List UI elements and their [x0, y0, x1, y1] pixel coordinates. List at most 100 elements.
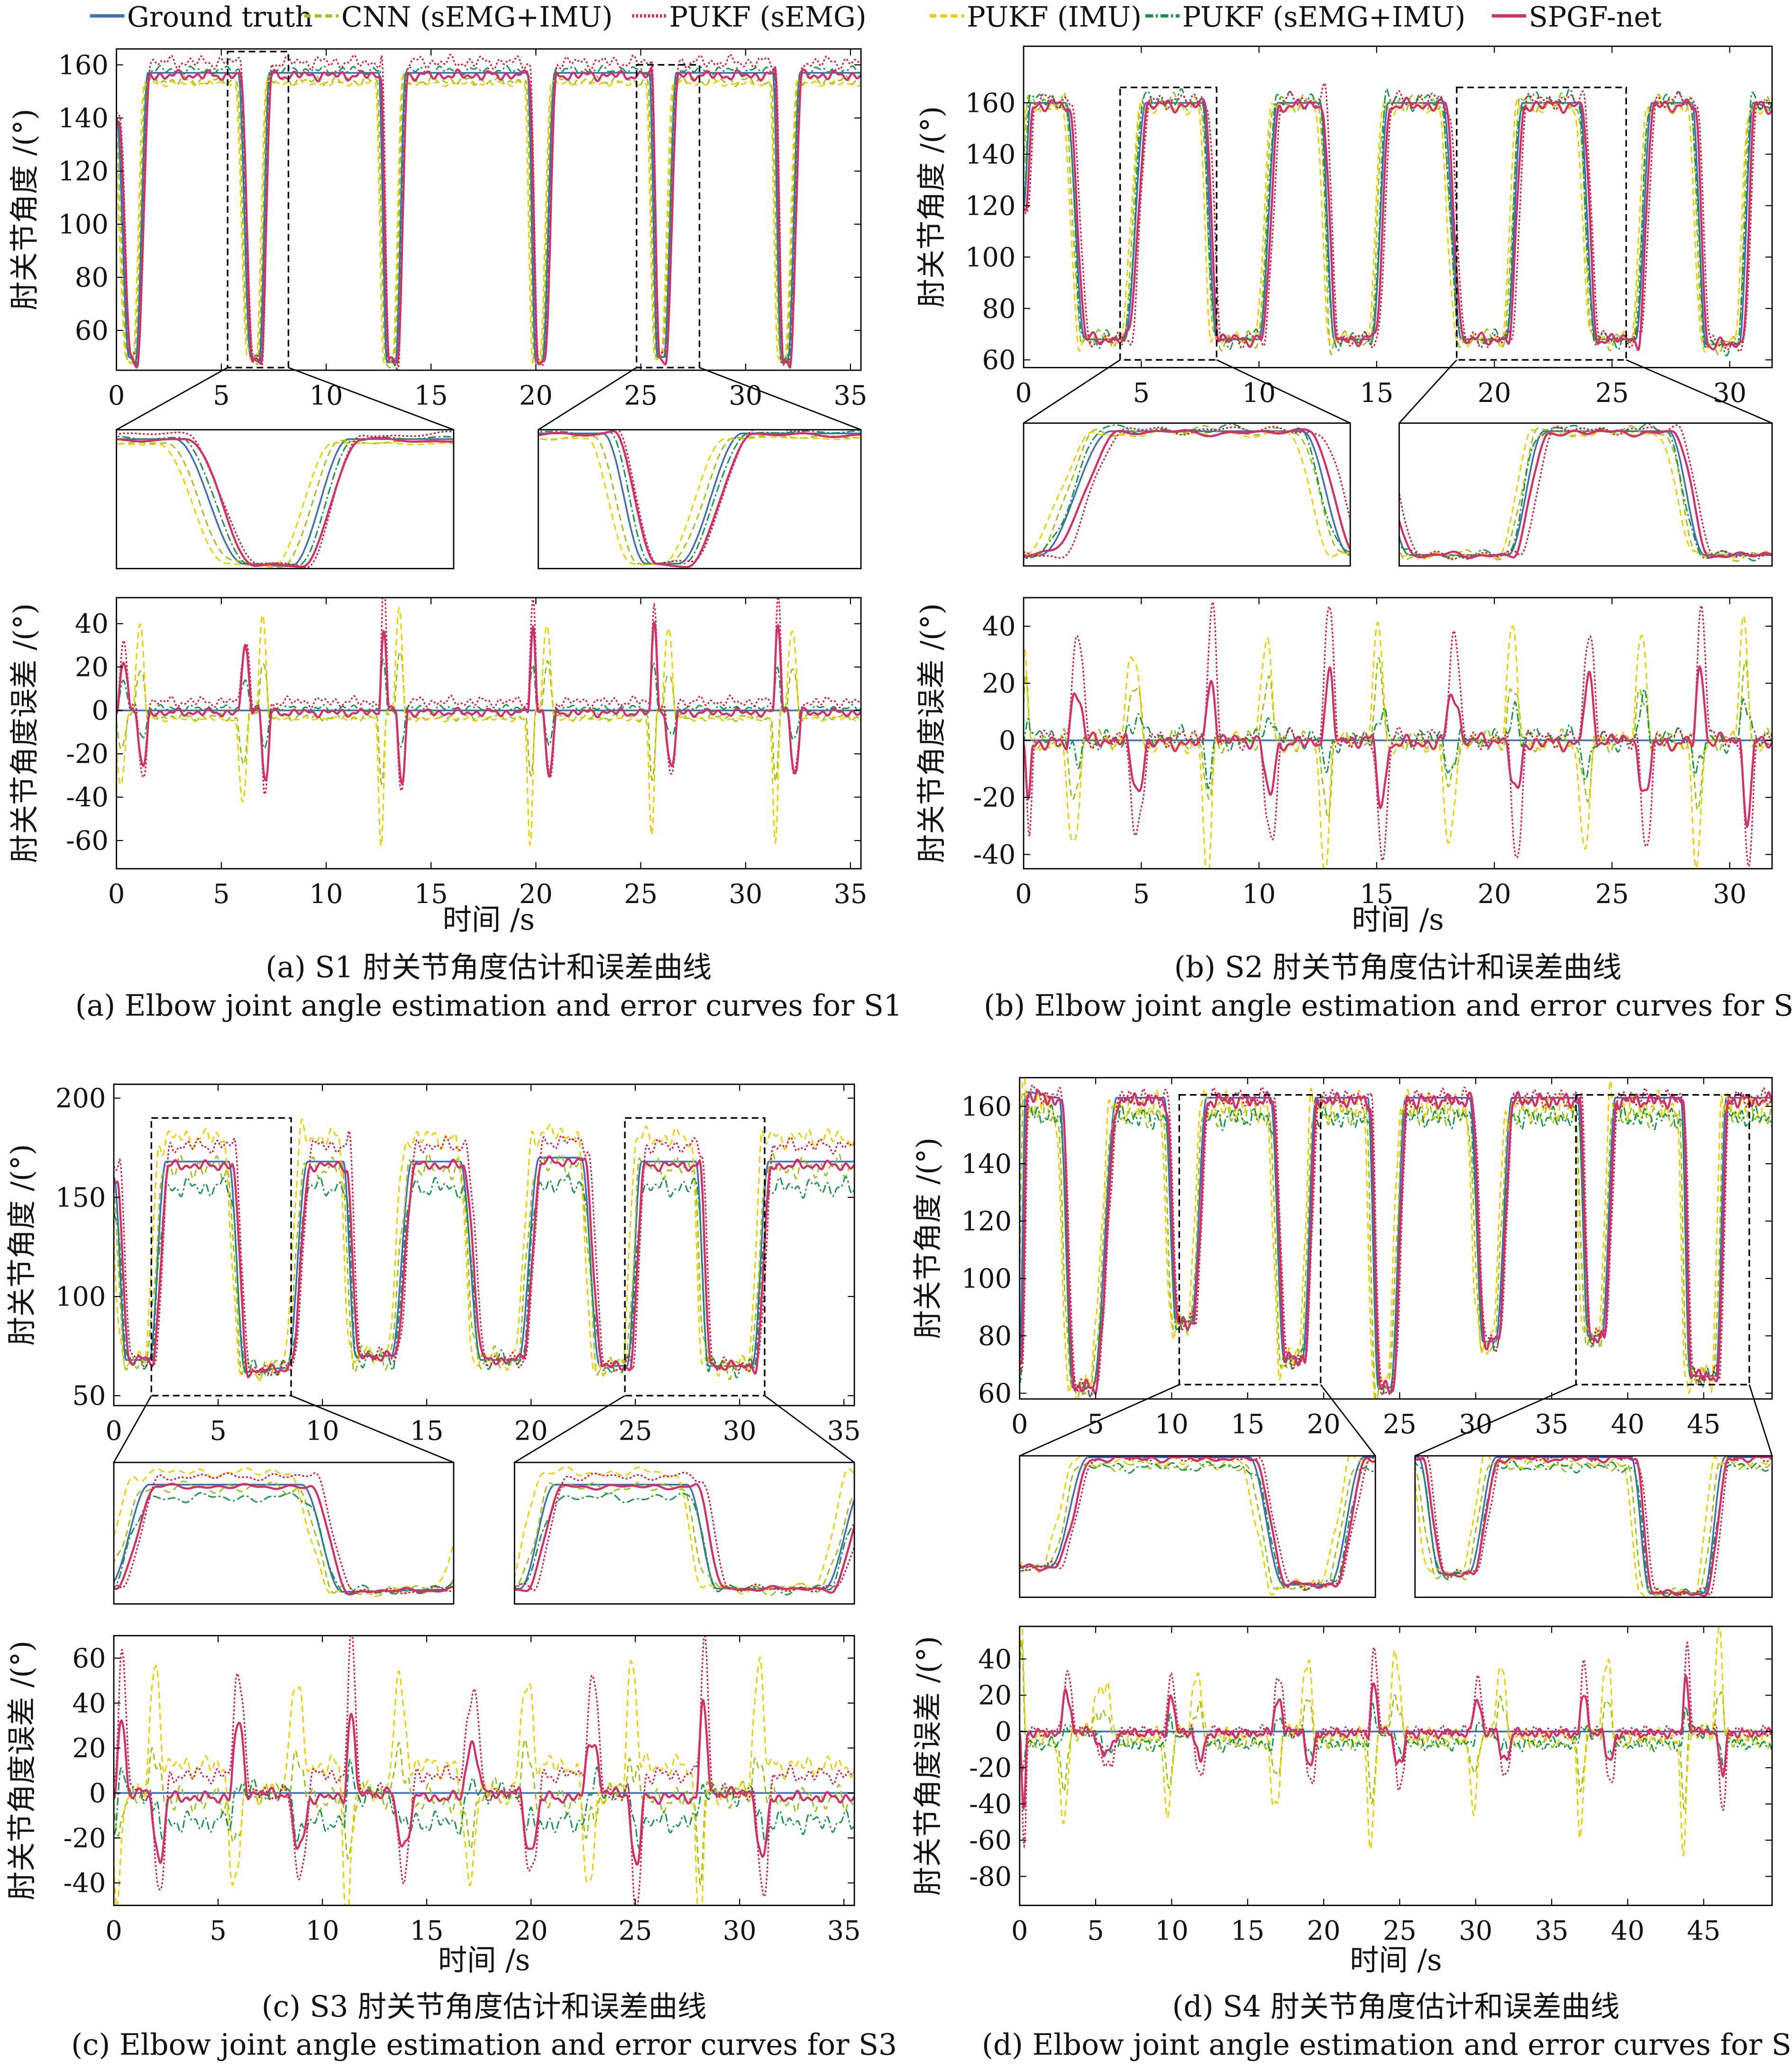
x-tick-label: 35 [1535, 1916, 1569, 1946]
x-tick-label: 10 [1155, 1916, 1189, 1946]
zoom-connector [1216, 359, 1351, 424]
zoom-inset-plot-area [514, 1466, 855, 1597]
x-tick-label: 30 [723, 1416, 757, 1447]
x-tick-label: 15 [1360, 378, 1393, 409]
caption-cn: (a) S1 肘关节角度估计和误差曲线 [265, 950, 712, 984]
zoom-series-spgf-net [1019, 1456, 1376, 1589]
x-tick-label: 35 [833, 381, 867, 411]
error-plot-area [1024, 601, 1772, 869]
x-axis-label: 时间 /s [438, 1944, 530, 1977]
zoom-series-cnn-semg-imu- [116, 439, 454, 568]
x-tick-label: 5 [1133, 378, 1150, 409]
y-tick-label: 100 [55, 1282, 106, 1313]
x-tick-label: 20 [1307, 1409, 1341, 1440]
zoom-series-spgf-net [116, 437, 454, 568]
y-tick-label: 40 [72, 1688, 106, 1719]
x-tick-label: 15 [1360, 879, 1393, 910]
zoom-series-spgf-net [1399, 429, 1772, 559]
y-tick-label: 20 [978, 1680, 1012, 1711]
zoom-region-marker [150, 1117, 292, 1397]
x-tick-label: 30 [1459, 1916, 1492, 1946]
x-axis-label: 时间 /s [443, 903, 535, 937]
x-tick-label: 10 [310, 879, 343, 910]
error-frame [113, 1635, 855, 1906]
zoom-connector [1320, 1384, 1376, 1456]
x-tick-label: 15 [410, 1916, 444, 1946]
zoom-inset-frame [1019, 1455, 1376, 1598]
error-frame [116, 597, 862, 870]
zoom-series-cnn-semg-imu- [1024, 425, 1351, 557]
error-series-spgf-net [116, 620, 861, 786]
zoom-connector [1019, 1384, 1180, 1457]
y-tick-label: 20 [72, 1733, 106, 1764]
y-tick-label: 200 [55, 1083, 106, 1114]
zoom-connector [1023, 359, 1121, 424]
legend-item: PUKF (IMU) [930, 1, 1142, 33]
zoom-series-pukf-imu- [538, 436, 861, 566]
x-tick-label: 20 [519, 879, 553, 910]
angle-series-spgf-net [114, 1155, 855, 1378]
error-plot-area [116, 597, 861, 849]
zoom-connector [288, 367, 454, 430]
zoom-series-pukf-semg- [116, 430, 454, 569]
y-tick-label: -40 [64, 1868, 106, 1899]
x-tick-label: 10 [1155, 1409, 1189, 1440]
zoom-inset-plot-area [114, 1467, 454, 1597]
zoom-series-spgf-net [1024, 428, 1351, 558]
error-series-pukf-semg-imu- [116, 658, 861, 749]
zoom-series-pukf-semg-imu- [1399, 423, 1772, 562]
zoom-connector [291, 1395, 454, 1463]
legend-label: CNN (sEMG+IMU) [341, 1, 613, 33]
angle-series-pukf-imu- [116, 75, 861, 365]
y-tick-label: 80 [75, 262, 109, 293]
zoom-series-pukf-semg- [114, 1472, 454, 1595]
error-series-cnn-semg-imu- [116, 651, 861, 785]
zoom-series-pukf-imu- [514, 1466, 855, 1595]
error-series-cnn-semg-imu- [1019, 1637, 1772, 1810]
angle-series-cnn-semg-imu- [1019, 1093, 1772, 1399]
error-series-pukf-semg- [1019, 1641, 1772, 1849]
angle-frame [113, 1083, 855, 1406]
y-tick-label: 20 [75, 652, 109, 683]
x-tick-label: 30 [723, 1916, 757, 1946]
y-tick-label: -20 [969, 1753, 1012, 1784]
error-series-spgf-net [1019, 1673, 1772, 1810]
y-tick-label: -60 [969, 1825, 1012, 1856]
y-tick-label: 20 [982, 668, 1015, 699]
x-tick-label: 25 [1383, 1916, 1417, 1946]
error-series-pukf-imu- [1021, 1626, 1772, 1857]
y-tick-label: 150 [55, 1182, 106, 1213]
x-tick-label: 15 [1231, 1916, 1264, 1946]
zoom-region-marker [636, 64, 701, 369]
x-tick-label: 45 [1687, 1916, 1720, 1946]
caption-cn: (d) S4 肘关节角度估计和误差曲线 [1172, 1990, 1620, 2024]
x-tick-label: 5 [213, 381, 229, 411]
zoom-series-pukf-semg-imu- [514, 1492, 855, 1596]
y-tick-label: 120 [58, 156, 108, 187]
y-tick-label: -60 [66, 826, 109, 857]
zoom-connector [538, 367, 637, 430]
legend-item: Ground truth [90, 1, 313, 33]
zoom-series-pukf-semg-imu- [1024, 423, 1351, 559]
zoom-series-pukf-semg- [514, 1471, 855, 1593]
x-tick-label: 25 [619, 1916, 652, 1946]
zoom-inset-plot-area [1019, 1456, 1376, 1596]
y-tick-label: -80 [969, 1862, 1012, 1892]
x-tick-label: 45 [1687, 1409, 1720, 1440]
zoom-series-pukf-semg- [543, 429, 815, 565]
y-tick-label: 100 [58, 209, 108, 240]
y-tick-label: 160 [965, 88, 1015, 119]
zoom-series-cnn-semg-imu- [514, 1481, 855, 1597]
angle-series-pukf-imu- [1024, 99, 1772, 353]
zoom-series-cnn-semg-imu- [1415, 1460, 1772, 1597]
y-tick-label: 40 [978, 1644, 1012, 1675]
x-tick-label: 5 [1133, 879, 1150, 910]
y-tick-label: 40 [75, 609, 109, 639]
x-tick-label: 20 [519, 381, 553, 411]
zoom-series-cnn-semg-imu- [1399, 425, 1772, 562]
zoom-region-marker [1575, 1094, 1750, 1386]
error-series-pukf-semg- [114, 1635, 855, 1906]
angle-series-pukf-semg-imu- [1024, 87, 1772, 357]
panel-d: 0 5 10 15 20 25 30 35 40 456080100120140160肘关节角度 … [911, 1077, 1792, 2062]
